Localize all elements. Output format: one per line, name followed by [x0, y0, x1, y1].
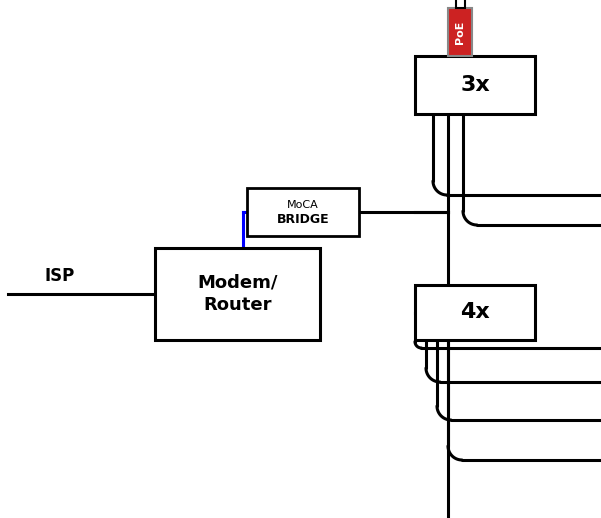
Text: MoCA: MoCA — [287, 200, 319, 210]
Text: 3x: 3x — [460, 75, 490, 95]
Text: PoE: PoE — [455, 20, 465, 44]
Bar — [415, 285, 535, 340]
Bar — [456, 0, 465, 8]
Bar — [155, 248, 320, 340]
Bar — [415, 56, 535, 114]
Bar — [247, 188, 359, 236]
Bar — [448, 8, 472, 56]
Text: ISP: ISP — [45, 267, 75, 285]
Text: Modem/: Modem/ — [197, 274, 278, 292]
Text: BRIDGE: BRIDGE — [276, 213, 329, 226]
Text: 4x: 4x — [460, 303, 490, 323]
Text: Router: Router — [203, 296, 272, 314]
